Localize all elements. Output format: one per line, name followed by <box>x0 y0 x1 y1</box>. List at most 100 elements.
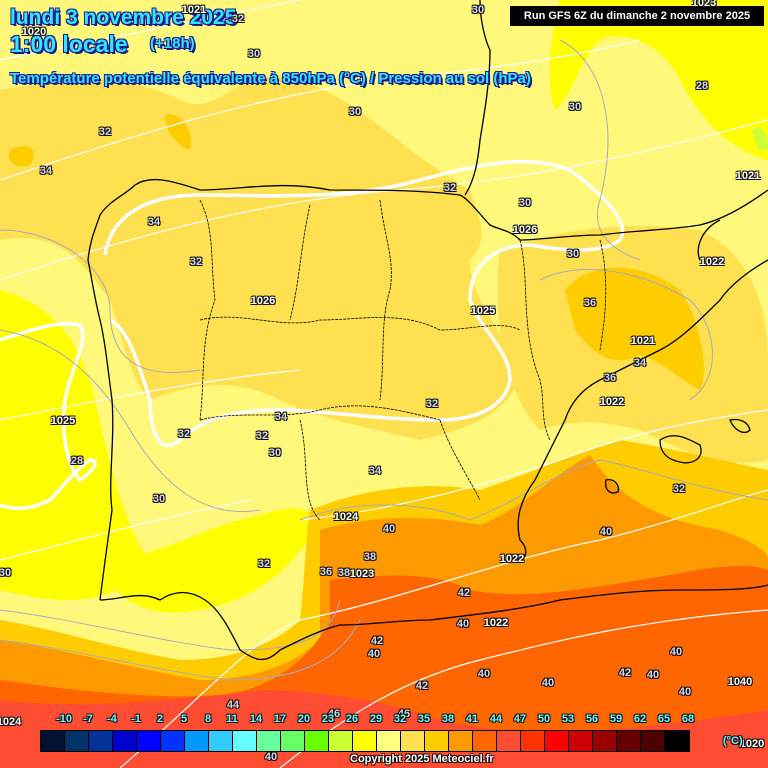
temperature-label: 30 <box>268 447 282 459</box>
temperature-label: 40 <box>264 751 278 763</box>
forecast-offset: (+18h) <box>150 35 195 52</box>
temperature-label: 32 <box>257 558 271 570</box>
temperature-label: 34 <box>633 357 647 369</box>
pressure-label: 1021 <box>630 335 656 347</box>
temperature-label: 46 <box>397 708 411 720</box>
pressure-label: 1022 <box>699 256 725 268</box>
legend-tick: 53 <box>561 713 575 725</box>
temperature-label: 32 <box>255 430 269 442</box>
legend-swatch <box>569 731 593 751</box>
legend-tick: 41 <box>465 713 479 725</box>
pressure-label: 1021 <box>735 170 761 182</box>
temperature-label: 28 <box>70 455 84 467</box>
legend-tick: 50 <box>537 713 551 725</box>
pressure-label: 1022 <box>499 553 525 565</box>
pressure-label: 1024 <box>0 716 22 728</box>
legend-swatch <box>137 731 161 751</box>
legend-tick: -10 <box>56 713 72 725</box>
legend-tick: 8 <box>204 713 212 725</box>
temperature-label: 40 <box>678 686 692 698</box>
temperature-label: 30 <box>568 101 582 113</box>
temperature-label: 42 <box>618 667 632 679</box>
legend-swatch <box>41 731 65 751</box>
temperature-label: 30 <box>471 4 485 16</box>
legend-tick: 20 <box>297 713 311 725</box>
temperature-label: 44 <box>226 699 240 711</box>
legend-swatch <box>353 731 377 751</box>
temperature-label: 40 <box>646 669 660 681</box>
temperature-label: 42 <box>415 680 429 692</box>
legend-swatch <box>521 731 545 751</box>
pressure-label: 1023 <box>691 0 717 9</box>
legend-tick: 62 <box>633 713 647 725</box>
legend-swatch <box>89 731 113 751</box>
pressure-label: 1021 <box>181 4 207 16</box>
temperature-label: 46 <box>327 708 341 720</box>
field-36-catalonia <box>565 267 704 390</box>
legend-swatch <box>113 731 137 751</box>
field-yellow-west <box>0 290 150 600</box>
isobar-1024 <box>0 159 625 511</box>
temperature-label: 40 <box>669 646 683 658</box>
coastlines <box>87 0 768 661</box>
legend-swatch <box>281 731 305 751</box>
legend-swatch <box>161 731 185 751</box>
temperature-label: 40 <box>599 526 613 538</box>
provincial-borders <box>199 199 607 521</box>
temperature-label: 34 <box>147 216 161 228</box>
legend-tick: 29 <box>369 713 383 725</box>
legend-swatch <box>329 731 353 751</box>
legend-tick: 23 <box>321 713 335 725</box>
legend-swatch <box>257 731 281 751</box>
temperature-label: 30 <box>348 106 362 118</box>
temperature-label: 40 <box>382 523 396 535</box>
temperature-label: 40 <box>477 668 491 680</box>
temperature-label: 36 <box>583 297 597 309</box>
legend-tick: 59 <box>609 713 623 725</box>
legend-tick: 65 <box>657 713 671 725</box>
temperature-label: 30 <box>152 493 166 505</box>
temperature-label: 32 <box>425 398 439 410</box>
temperature-label: 32 <box>189 256 203 268</box>
pressure-label: 1026 <box>512 224 538 236</box>
legend-tick: 68 <box>681 713 695 725</box>
temperature-label: 36 <box>603 372 617 384</box>
pressure-label: 1024 <box>333 511 359 523</box>
temperature-label: 32 <box>672 483 686 495</box>
legend-tick: 56 <box>585 713 599 725</box>
temperature-label: 42 <box>370 635 384 647</box>
legend-unit: (°C) <box>723 735 743 747</box>
legend-swatch <box>209 731 233 751</box>
pressure-label: 1020 <box>21 26 47 38</box>
color-legend <box>40 730 690 752</box>
pressure-label: 1026 <box>250 295 276 307</box>
balearic-islands <box>604 418 751 494</box>
temperature-label: 30 <box>0 567 12 579</box>
copyright: Copyright 2025 Meteociel.fr <box>350 753 494 765</box>
legend-tick: 35 <box>417 713 431 725</box>
temperature-label: 40 <box>456 618 470 630</box>
temperature-label: 34 <box>368 465 382 477</box>
legend-tick: 26 <box>345 713 359 725</box>
legend-swatch <box>449 731 473 751</box>
temperature-label: 32 <box>443 182 457 194</box>
temperature-label: 34 <box>274 411 288 423</box>
legend-swatch <box>593 731 617 751</box>
legend-tick: 32 <box>393 713 407 725</box>
legend-tick: 5 <box>180 713 188 725</box>
legend-swatch <box>233 731 257 751</box>
temperature-label: 40 <box>541 677 555 689</box>
temperature-label: 32 <box>177 428 191 440</box>
pressure-label: 1025 <box>50 415 76 427</box>
legend-tick: -1 <box>131 713 141 725</box>
forecast-time: 1:00 locale <box>10 31 128 57</box>
pressure-label: 1022 <box>483 617 509 629</box>
pressure-label: 1025 <box>470 305 496 317</box>
temperature-label: 38 <box>363 551 377 563</box>
pressure-label: 1020 <box>739 738 765 750</box>
legend-swatch <box>617 731 641 751</box>
pressure-label: 1040 <box>727 676 753 688</box>
temperature-label: 36 <box>319 566 333 578</box>
temperature-label: 40 <box>367 648 381 660</box>
